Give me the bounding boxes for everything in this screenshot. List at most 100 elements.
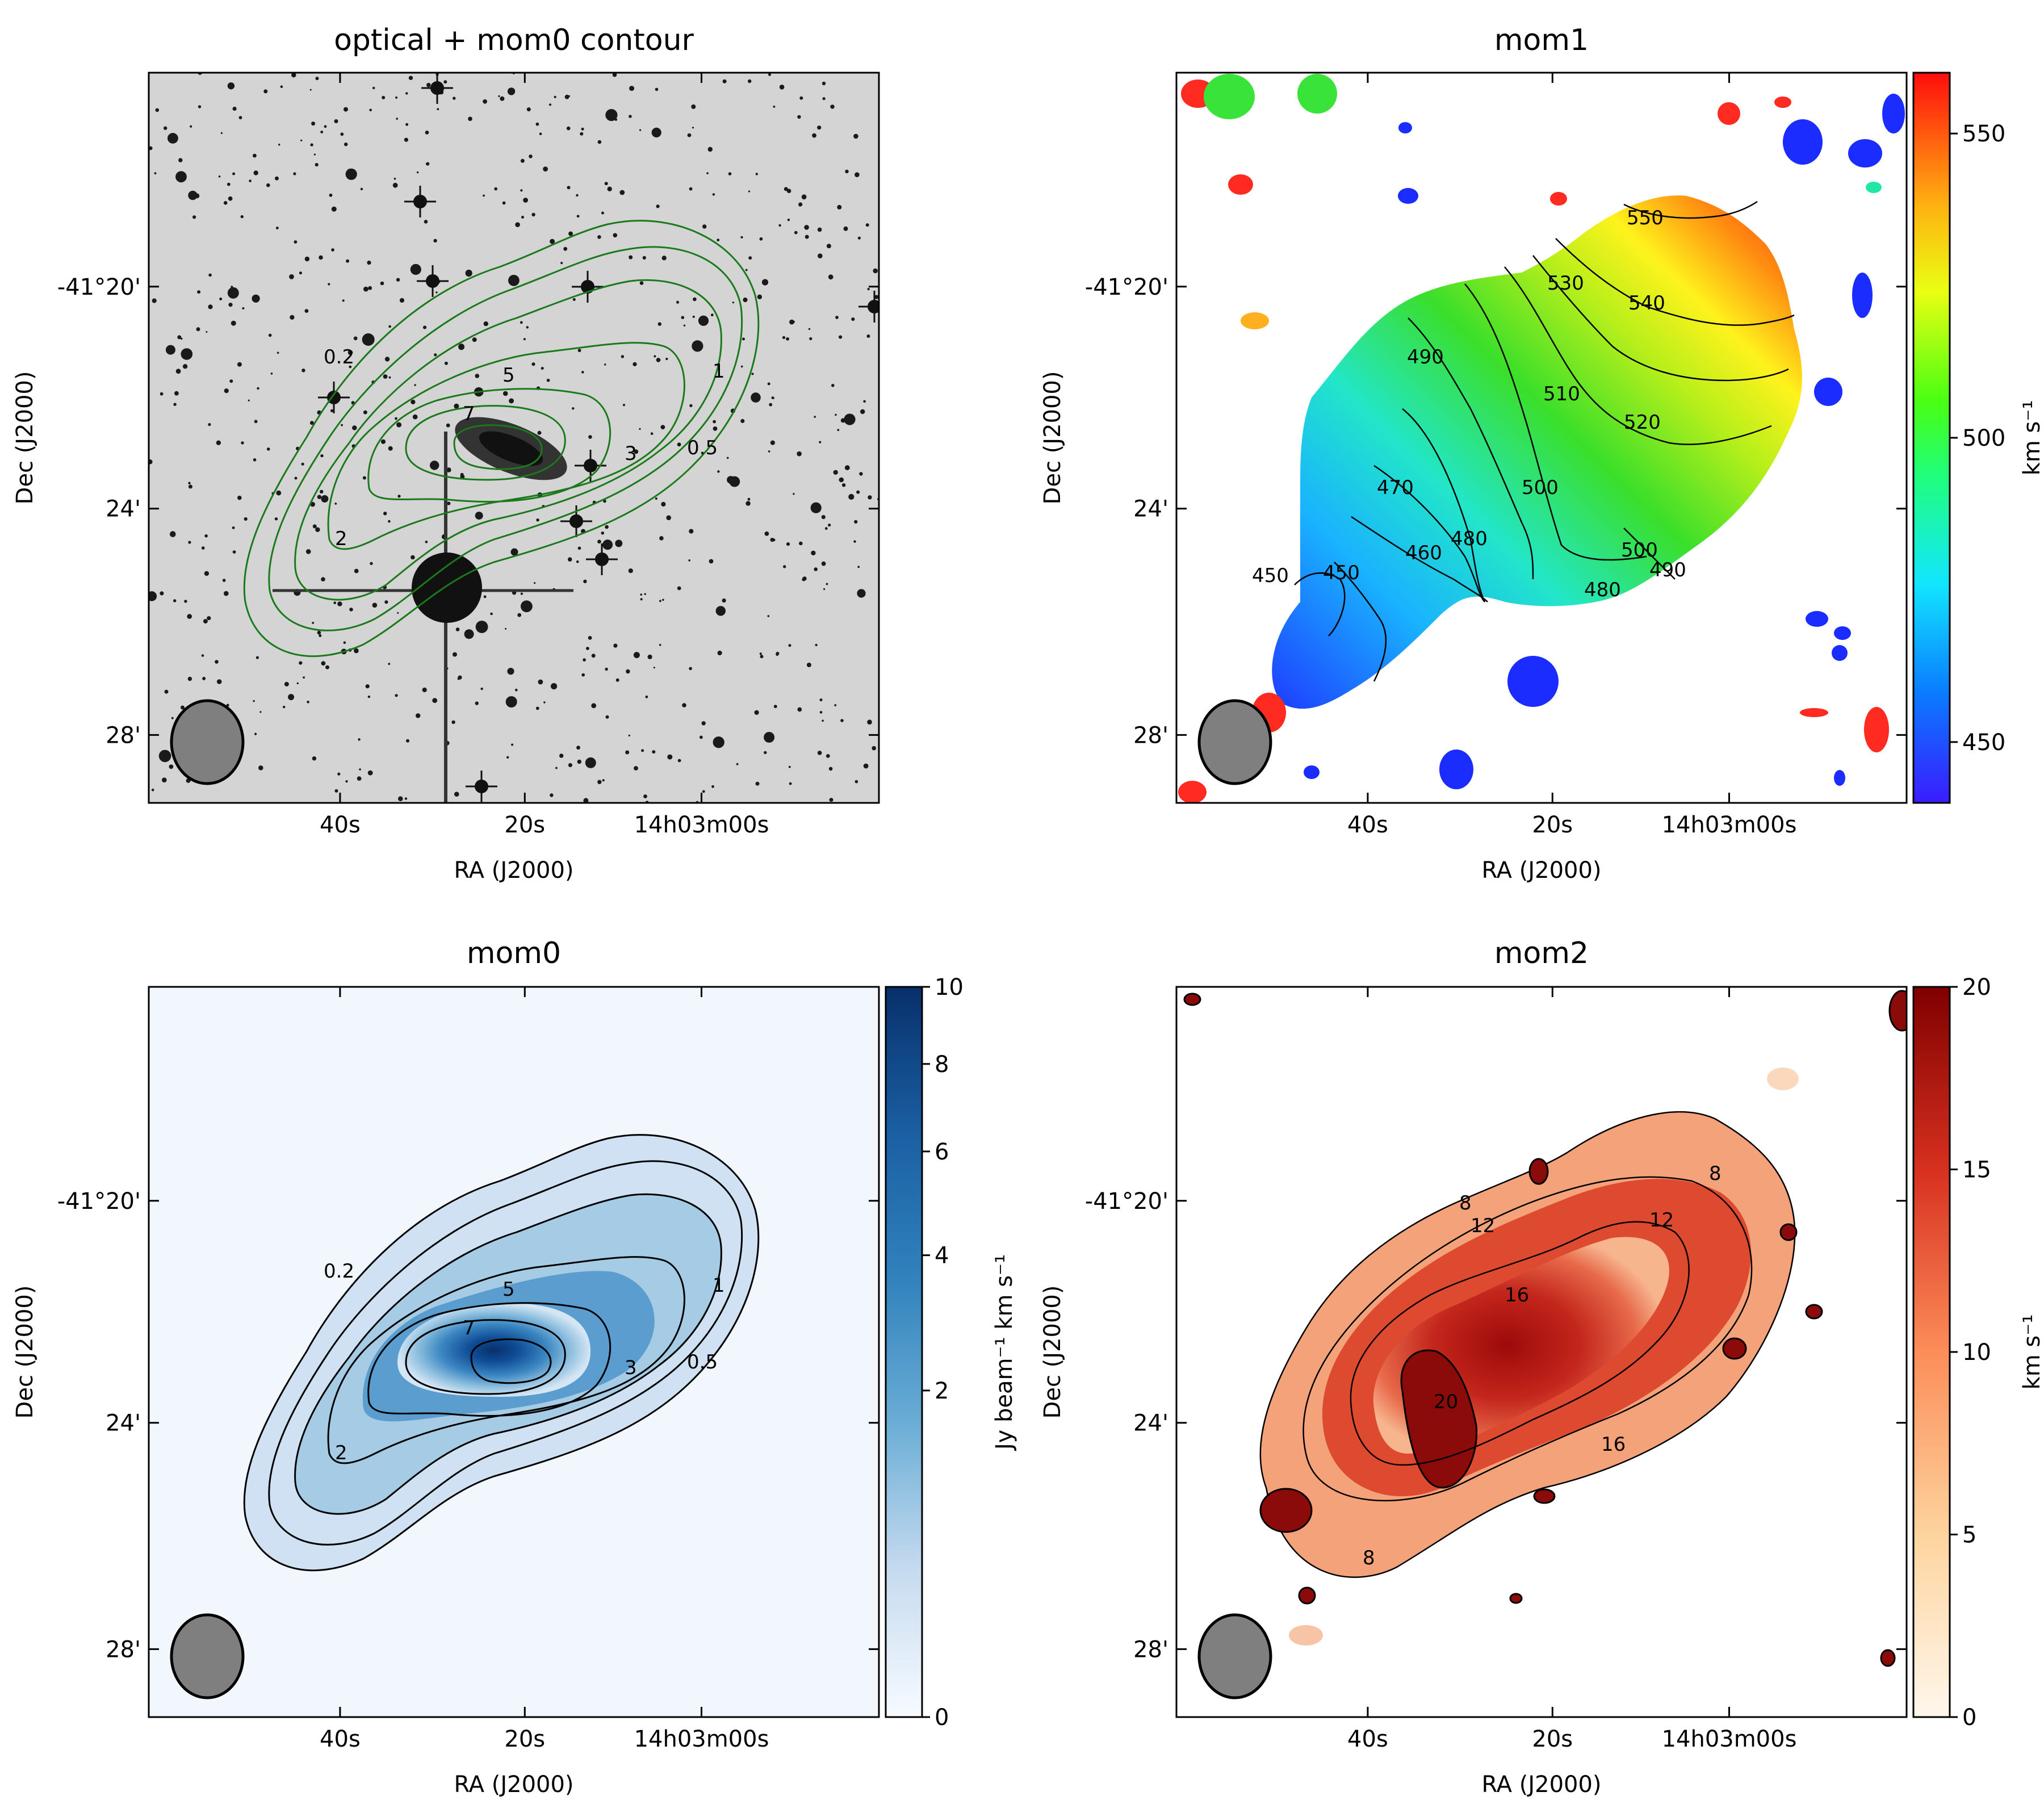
panel-title-mom0: mom0 — [467, 936, 561, 970]
star — [811, 550, 816, 556]
star — [227, 82, 235, 90]
star — [848, 493, 855, 500]
star — [759, 237, 763, 241]
star — [288, 694, 295, 701]
star — [538, 679, 543, 685]
noise-patch — [1832, 645, 1848, 661]
star — [181, 337, 183, 340]
star — [706, 172, 709, 174]
contour-label: 450 — [1252, 564, 1289, 587]
star — [555, 767, 558, 769]
x-axis-label: RA (J2000) — [454, 1772, 573, 1798]
star — [551, 683, 558, 690]
star — [254, 420, 258, 424]
noise-patch — [1834, 626, 1851, 640]
star — [537, 430, 542, 435]
star — [576, 215, 580, 218]
star — [621, 355, 625, 358]
x-tick-label: 20s — [504, 812, 545, 838]
star — [783, 565, 786, 568]
y-tick-label: -41°20' — [1085, 274, 1168, 300]
star — [277, 351, 279, 354]
star — [853, 133, 858, 139]
star — [768, 450, 770, 453]
star — [863, 400, 866, 403]
star — [309, 421, 314, 425]
star — [505, 696, 517, 707]
star — [834, 704, 837, 706]
star — [483, 595, 487, 598]
star — [177, 335, 182, 340]
star — [548, 103, 552, 106]
star — [873, 268, 878, 274]
star — [717, 238, 720, 242]
x-tick-label: 20s — [1532, 1726, 1573, 1752]
star — [526, 107, 531, 112]
star — [405, 123, 409, 126]
star — [432, 698, 438, 703]
star — [821, 515, 826, 520]
star — [713, 420, 716, 424]
beam-ellipse — [170, 1613, 245, 1699]
star — [788, 644, 791, 647]
star — [531, 212, 535, 217]
star — [799, 96, 803, 100]
contour-label: 3 — [625, 1357, 637, 1379]
star — [320, 489, 324, 494]
star — [293, 172, 296, 175]
star — [502, 391, 508, 396]
star — [794, 231, 798, 235]
star — [601, 531, 605, 535]
star — [767, 382, 770, 386]
star — [388, 520, 391, 523]
star — [806, 663, 811, 667]
star — [446, 467, 451, 472]
star — [833, 470, 838, 475]
star — [844, 465, 850, 471]
star — [788, 765, 791, 768]
star — [188, 541, 191, 544]
mom0-image: 0.2 0.5 1 2 3 5 7 — [149, 987, 879, 1717]
star — [824, 527, 828, 530]
star — [689, 404, 693, 408]
star — [810, 502, 822, 513]
star — [867, 719, 872, 725]
star — [789, 319, 794, 325]
star — [844, 413, 856, 425]
star — [577, 349, 581, 353]
y-tick-label: 28' — [1133, 1636, 1168, 1663]
star — [543, 701, 546, 704]
noise-patch — [1439, 750, 1473, 789]
star — [414, 384, 416, 386]
star — [814, 567, 818, 571]
star — [360, 187, 363, 191]
star — [839, 335, 843, 339]
star — [564, 94, 569, 99]
contour-label: 490 — [1407, 346, 1444, 369]
colorbar-mom0-label: Jy beam⁻¹ km s⁻¹ — [991, 1254, 1017, 1451]
y-axis-label: Dec (J2000) — [1040, 1286, 1066, 1419]
noise-patch — [1178, 781, 1207, 803]
star — [483, 321, 488, 326]
star — [368, 286, 372, 290]
noise-patch — [1866, 182, 1882, 193]
star — [840, 719, 844, 722]
star — [458, 344, 465, 350]
contour-label: 470 — [1377, 476, 1414, 499]
y-tick-label: 24' — [106, 1410, 141, 1437]
contour-label: 500 — [1621, 539, 1658, 562]
star — [529, 154, 533, 158]
axes: 40s 20s 14h03m00s -41°20' 24' 28' RA (J2000) De… — [12, 73, 1907, 1798]
x-tick-label: 40s — [320, 812, 361, 838]
colorbar-mom2-label: km s⁻¹ — [2019, 1314, 2044, 1390]
star — [604, 363, 606, 366]
star — [331, 248, 334, 252]
x-tick-label: 14h03m00s — [634, 1726, 769, 1752]
colorbar-mom1-ticks: 450 500 550 — [1950, 121, 2005, 756]
star — [817, 125, 822, 130]
star — [223, 201, 228, 205]
star — [187, 614, 192, 619]
star — [583, 579, 587, 584]
star — [521, 216, 524, 219]
contour-label: 460 — [1405, 542, 1442, 564]
